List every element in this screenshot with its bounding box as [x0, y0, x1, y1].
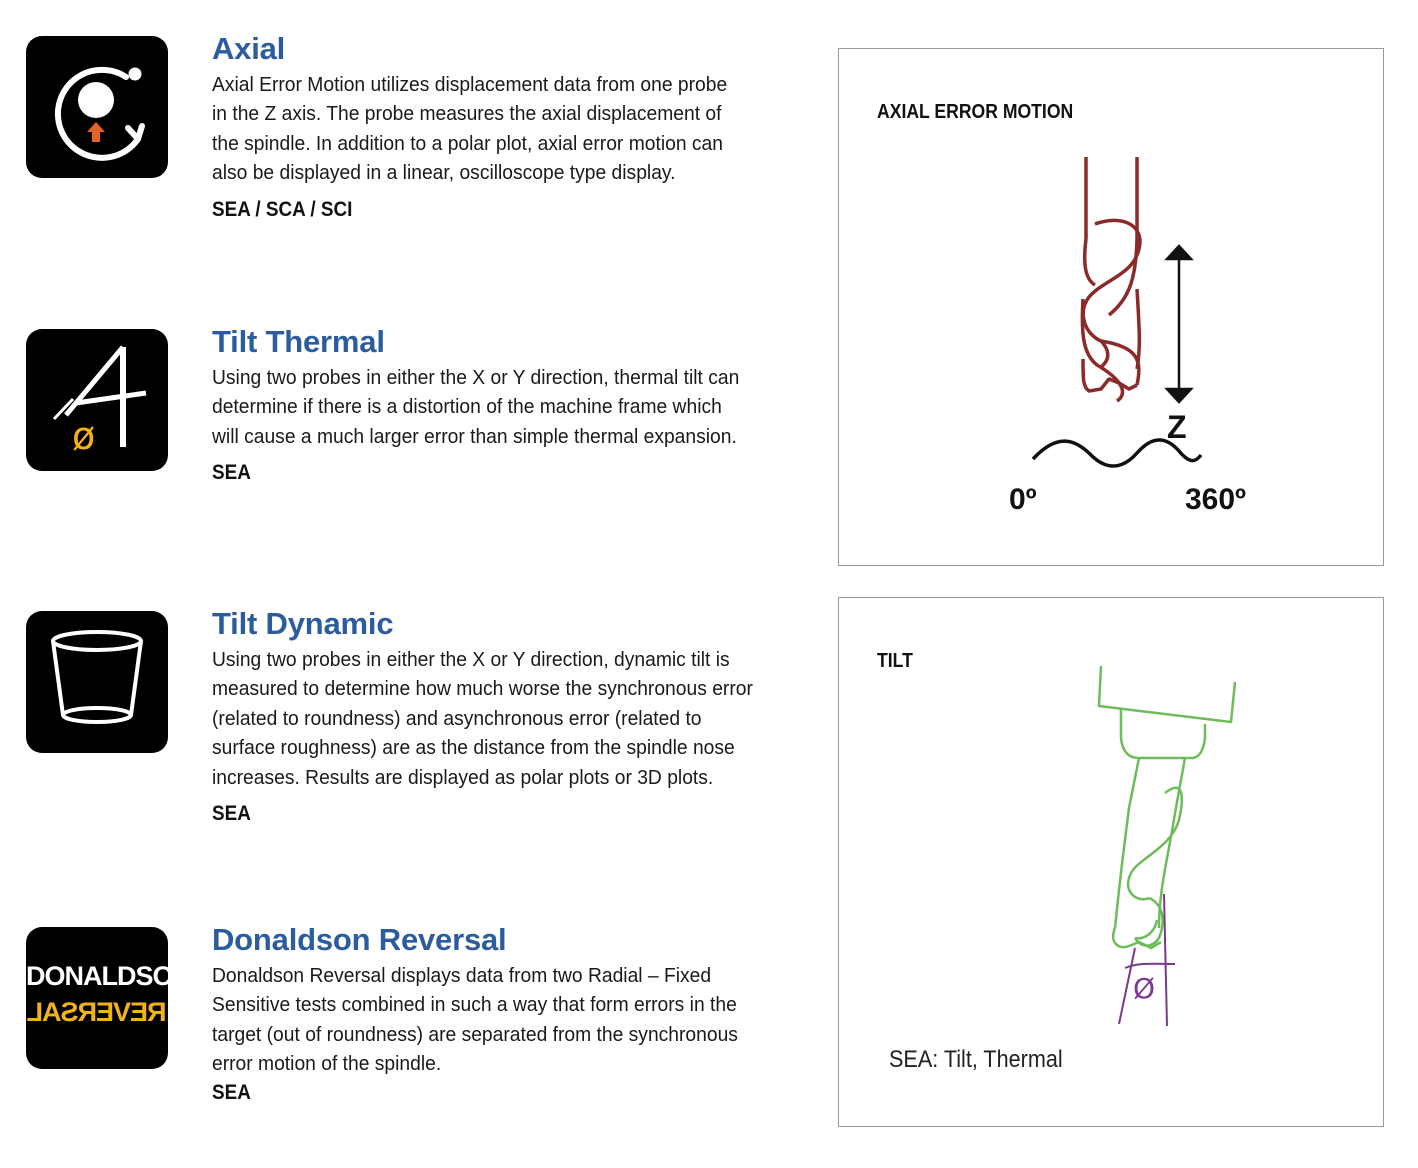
section-title-donaldson-reversal: Donaldson Reversal	[212, 922, 507, 957]
axial-rotation-icon	[26, 36, 168, 178]
section-body-tilt-dynamic: Using two probes in either the X or Y di…	[212, 648, 753, 789]
cup-icon	[26, 611, 168, 753]
section-codes-axial: SEA / SCA / SCI	[212, 197, 353, 221]
section-codes-tilt-dynamic: SEA	[212, 802, 251, 826]
section-title-tilt-thermal: Tilt Thermal	[212, 324, 385, 359]
axial-error-motion-panel: AXIAL ERROR MOTION Z 0º 360º	[838, 48, 1384, 566]
svg-text:ø: ø	[72, 414, 95, 458]
angle-start-label: 0º	[1009, 483, 1037, 516]
section-codes-tilt-thermal: SEA	[212, 461, 251, 485]
donaldson-reversal-logo: DONALDSON REVERSAL	[26, 927, 168, 1069]
axial-panel-title: AXIAL ERROR MOTION	[877, 101, 1074, 123]
entry-tilt-thermal: Tilt Thermal Using two probes in either …	[212, 325, 782, 485]
tilt-panel-note: SEA: Tilt, Thermal	[889, 1046, 1063, 1073]
tilt-panel: TILT Ø SEA: Tilt, Thermal	[838, 597, 1384, 1127]
section-body-axial: Axial Error Motion utilizes displacement…	[212, 73, 728, 185]
entry-tilt-dynamic: Tilt Dynamic Using two probes in either …	[212, 607, 782, 826]
entry-donaldson-reversal: Donaldson Reversal Donaldson Reversal di…	[212, 923, 782, 1105]
tilt-angle-symbol: Ø	[1133, 972, 1155, 1005]
section-title-axial: Axial	[212, 31, 286, 66]
axial-tool-diagram	[1031, 157, 1203, 468]
angle-end-label: 360º	[1185, 483, 1247, 516]
section-codes-donaldson-reversal: SEA	[212, 1080, 251, 1104]
tilt-tool-diagram: Ø	[1097, 665, 1237, 1027]
section-body-tilt-thermal: Using two probes in either the X or Y di…	[212, 366, 740, 448]
tilt-panel-title: TILT	[877, 650, 913, 672]
tilt-angle-icon: ø	[26, 329, 168, 471]
section-title-tilt-dynamic: Tilt Dynamic	[212, 606, 394, 641]
entry-axial: Axial Axial Error Motion utilizes displa…	[212, 32, 782, 222]
section-body-donaldson-reversal: Donaldson Reversal displays data from tw…	[212, 964, 738, 1076]
axis-z-label: Z	[1167, 409, 1187, 445]
